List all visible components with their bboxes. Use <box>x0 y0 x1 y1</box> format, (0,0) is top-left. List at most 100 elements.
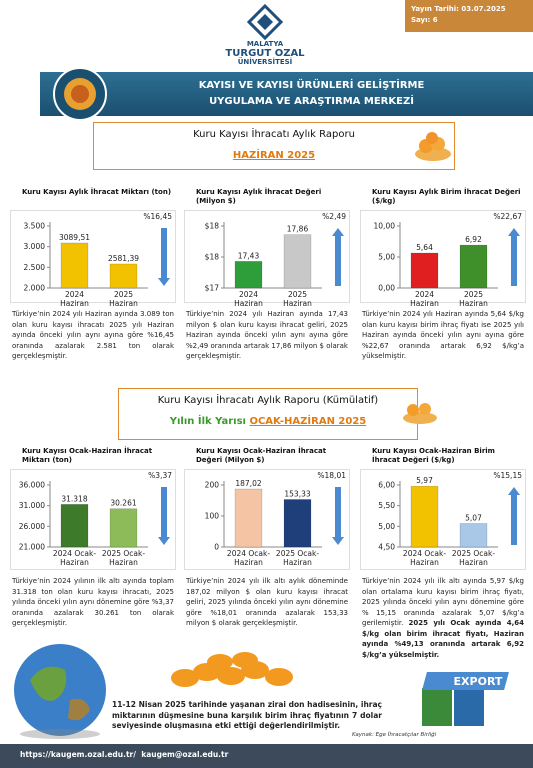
change-arrow <box>508 487 520 545</box>
bar <box>459 523 488 548</box>
bar <box>234 261 263 289</box>
paragraph-text: Türkiye’nin 2024 yılı Haziran ayında 3.0… <box>12 310 174 360</box>
university-line: TURGUT OZAL <box>225 48 305 59</box>
x-tick-label: 2024 Haziran <box>234 290 263 308</box>
paragraph-text: Türkiye’nin 2024 yılının ilk altı ayında… <box>12 577 174 627</box>
y-tick-label: 0,00 <box>378 284 395 293</box>
chart: Kuru Kayısı Ocak-Haziran İhracat Miktarı… <box>8 445 176 572</box>
y-tick-label: $18 <box>205 253 220 262</box>
y-tick-label: 0 <box>214 543 219 552</box>
svg-text:EXPORT: EXPORT <box>454 675 503 688</box>
paragraph-text: Türkiye’nin 2024 yılı ilk altı aylık dön… <box>186 577 348 627</box>
bar <box>234 488 263 548</box>
data-label: 31.318 <box>61 494 87 503</box>
apricot-pile <box>171 652 293 687</box>
bar <box>410 485 439 548</box>
x-tick-label: 2025 Haziran <box>283 290 312 308</box>
paragraph: Türkiye’nin 2024 yılı Haziran ayında 3.0… <box>12 309 174 362</box>
y-tick-label: 6,00 <box>378 481 395 490</box>
paragraph: Türkiye’nin 2024 yılı ilk altı aylık dön… <box>186 576 348 629</box>
paragraph: Türkiye’nin 2024 yılı Haziran ayında 17,… <box>186 309 348 362</box>
change-arrow <box>332 487 344 545</box>
center-line: KAYISI VE KAYISI ÜRÜNLERİ GELİŞTİRME <box>198 80 425 91</box>
data-label: 153,33 <box>284 489 310 498</box>
section-subtitle: HAZİRAN 2025 <box>232 150 316 161</box>
change-arrow <box>158 228 170 286</box>
data-label: 3089,51 <box>59 233 90 242</box>
data-label: 5,64 <box>416 243 433 252</box>
data-label: 5,07 <box>465 513 482 522</box>
paragraph-text: Türkiye’nin 2024 yılı Haziran ayında 17,… <box>186 310 348 360</box>
y-tick-label: $17 <box>205 284 220 293</box>
bar <box>459 244 488 289</box>
y-tick-label: 36.000 <box>19 481 45 490</box>
x-tick-label: 2025 Haziran <box>459 290 488 308</box>
y-tick-label: 100 <box>205 512 220 521</box>
chart-frame <box>10 210 176 303</box>
paragraph: Türkiye’nin 2024 yılının ilk altı ayında… <box>12 576 174 629</box>
x-tick-label: 2024 Ocak-Haziran <box>226 549 271 567</box>
chart-title: Kuru Kayısı Aylık Birim İhracat Değeri (… <box>372 188 521 205</box>
chart: Kuru Kayısı Aylık İhracat Değeri (Milyon… <box>182 186 350 308</box>
y-tick-label: 10,00 <box>374 222 396 231</box>
y-tick-label: 2.500 <box>24 263 46 272</box>
chart-title: Kuru Kayısı Aylık İhracat Miktarı (ton) <box>22 188 172 196</box>
y-tick-label: 5,00 <box>378 253 395 262</box>
bar <box>60 242 89 289</box>
logo <box>246 4 284 41</box>
x-tick-label: 2025 Ocak-Haziran <box>275 549 320 567</box>
university-line: ÜNİVERSİTESİ <box>237 58 293 66</box>
change-label: %15,15 <box>493 471 522 480</box>
university: MALATYA TURGUT OZAL ÜNİVERSİTESİ <box>200 40 330 67</box>
section-subtitle: OCAK-HAZİRAN 2025 <box>249 416 367 427</box>
chart: Kuru Kayısı Ocak-Haziran Birim İhracat D… <box>358 445 526 572</box>
y-tick-label: 21.000 <box>19 543 45 552</box>
paragraph-bold: 2025 yılı Ocak ayında 4,64 $/kg olan bir… <box>362 619 524 659</box>
x-tick-label: 2024 Ocak-Haziran <box>402 549 447 567</box>
paragraph: Türkiye’nin 2024 yılı Haziran ayında 5,6… <box>362 309 524 362</box>
chart-frame <box>360 210 526 303</box>
apricot-bowl <box>415 132 451 161</box>
section-title: Kuru Kayısı İhracatı Aylık Raporu <box>193 129 355 140</box>
y-tick-label: 3.000 <box>24 242 46 251</box>
change-label: %16,45 <box>143 212 172 221</box>
chart-frame <box>360 469 526 570</box>
data-label: 30.261 <box>110 499 136 508</box>
x-tick-label: 2025 Ocak-Haziran <box>451 549 496 567</box>
x-tick-label: 2024 Haziran <box>410 290 439 308</box>
center-banner: KAYISI VE KAYISI ÜRÜNLERİ GELİŞTİRME UYG… <box>40 72 533 116</box>
chart-frame <box>10 469 176 570</box>
date: Yayın Tarihi: 03.07.2025 <box>411 5 506 13</box>
chart-plot: 21.000 26.000 31.000 36.000 31.318 30.261 %3,3… <box>19 471 172 552</box>
source: Kaynak: Ege İhracatçılar Birliği <box>352 732 437 738</box>
chart-title: Kuru Kayısı Aylık İhracat Değeri (Milyon… <box>196 188 322 205</box>
apricot-bowl <box>403 403 437 424</box>
university-line: MALATYA <box>246 40 284 48</box>
issue: Sayı: 6 <box>411 16 438 24</box>
y-tick-label: 2.000 <box>24 284 46 293</box>
data-label: 2581,39 <box>108 254 139 263</box>
footer: https://kaugem.ozal.edu.tr/ kaugem@ozal.… <box>0 744 533 768</box>
issue-box: Yayın Tarihi: 03.07.2025 Sayı: 6 <box>405 0 533 32</box>
chart-plot: $17 $18 $18 17,43 17,86 %2,49 <box>205 212 347 293</box>
bar <box>60 504 89 548</box>
change-label: %3,37 <box>148 471 172 480</box>
paragraph: Türkiye’nin 2024 yılı ilk altı ayında 5,… <box>362 576 524 660</box>
y-tick-label: 26.000 <box>19 522 45 531</box>
x-tick-label: 2024 Ocak-Haziran <box>52 549 97 567</box>
data-label: 17,86 <box>287 225 309 234</box>
chart: Kuru Kayısı Ocak-Haziran İhracat Değeri … <box>182 445 350 572</box>
center-logo <box>53 67 107 121</box>
data-label: 6,92 <box>465 235 482 244</box>
data-label: 5,97 <box>416 476 433 485</box>
section-title: Kuru Kayısı İhracatı Aylık Raporu (Kümül… <box>157 395 379 406</box>
y-tick-label: 3.500 <box>24 222 46 231</box>
export-image: EXPORT <box>422 672 509 726</box>
chart-plot: 0,00 5,00 10,00 5,64 6,92 %22,67 <box>374 212 523 293</box>
data-label: 17,43 <box>238 251 260 260</box>
bar <box>283 234 312 289</box>
chart: Kuru Kayısı Aylık Birim İhracat Değeri (… <box>358 186 526 308</box>
change-label: %18,01 <box>317 471 346 480</box>
change-label: %22,67 <box>493 212 522 221</box>
